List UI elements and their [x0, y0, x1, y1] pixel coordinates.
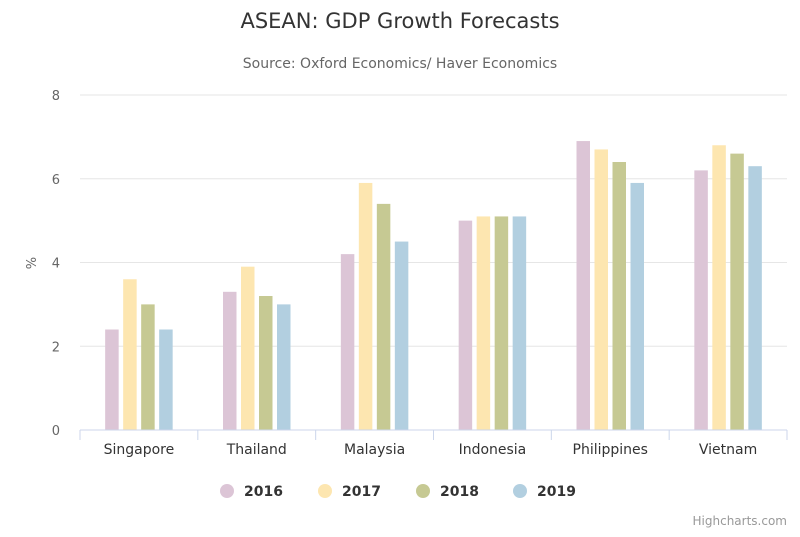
- legend: 2016 2017 2018 2019: [220, 484, 576, 500]
- bar-2017-indonesia[interactable]: [476, 216, 491, 430]
- legend-marker-2016[interactable]: [220, 484, 234, 498]
- legend-item-2018[interactable]: 2018: [440, 484, 479, 500]
- y-axis-label: %: [25, 257, 40, 269]
- bar-2017-malaysia[interactable]: [358, 182, 373, 430]
- x-tick-label: Vietnam: [699, 442, 757, 458]
- chart-title: ASEAN: GDP Growth Forecasts: [240, 9, 559, 33]
- bar-2017-philippines[interactable]: [594, 149, 609, 430]
- legend-item-2016[interactable]: 2016: [244, 484, 283, 500]
- bar-2019-singapore[interactable]: [159, 329, 173, 431]
- legend-marker-2019[interactable]: [513, 484, 527, 498]
- bar-2019-malaysia[interactable]: [394, 241, 409, 430]
- bar-2019-thailand[interactable]: [277, 304, 291, 430]
- bar-2018-philippines[interactable]: [612, 162, 627, 430]
- y-tick-label: 4: [52, 257, 60, 272]
- bar-2018-indonesia[interactable]: [494, 216, 509, 430]
- bar-2018-thailand[interactable]: [259, 296, 273, 430]
- x-tick-label: Indonesia: [459, 442, 527, 458]
- x-tick-label: Singapore: [104, 442, 175, 458]
- legend-item-2017[interactable]: 2017: [342, 484, 381, 500]
- bar-2016-vietnam[interactable]: [694, 170, 708, 430]
- bar-2019-indonesia[interactable]: [512, 216, 527, 430]
- bar-2016-thailand[interactable]: [223, 291, 237, 430]
- bar-2017-singapore[interactable]: [123, 279, 137, 430]
- bar-2019-vietnam[interactable]: [748, 166, 762, 430]
- bar-2017-vietnam[interactable]: [712, 145, 726, 430]
- bar-2016-malaysia[interactable]: [340, 254, 355, 430]
- grid-lines: [80, 94, 787, 347]
- y-tick-label: 6: [52, 173, 60, 188]
- bar-2018-singapore[interactable]: [141, 304, 155, 430]
- legend-marker-2018[interactable]: [416, 484, 430, 498]
- bar-2016-philippines[interactable]: [576, 141, 591, 430]
- bar-2016-singapore[interactable]: [105, 329, 119, 431]
- credits-link[interactable]: Highcharts.com: [693, 514, 787, 528]
- x-tick-label: Malaysia: [344, 442, 405, 458]
- bar-2018-malaysia[interactable]: [376, 203, 391, 430]
- legend-marker-2017[interactable]: [318, 484, 332, 498]
- x-tick-label: Thailand: [226, 442, 287, 458]
- bar-2016-indonesia[interactable]: [458, 220, 473, 430]
- y-tick-label: 0: [52, 424, 60, 439]
- y-tick-label: 8: [52, 89, 60, 104]
- y-tick-label: 2: [52, 340, 60, 355]
- legend-item-2019[interactable]: 2019: [537, 484, 576, 500]
- y-axis-ticks: 0 2 4 6 8: [52, 89, 60, 439]
- bar-2017-thailand[interactable]: [241, 266, 255, 430]
- x-axis: Singapore Thailand Malaysia Indonesia Philip…: [79, 429, 788, 458]
- bar-2019-philippines[interactable]: [630, 182, 645, 430]
- chart-subtitle: Source: Oxford Economics/ Haver Economic…: [243, 56, 557, 72]
- x-tick-label: Philippines: [573, 442, 648, 458]
- bars: [105, 141, 762, 430]
- bar-2018-vietnam[interactable]: [730, 153, 744, 430]
